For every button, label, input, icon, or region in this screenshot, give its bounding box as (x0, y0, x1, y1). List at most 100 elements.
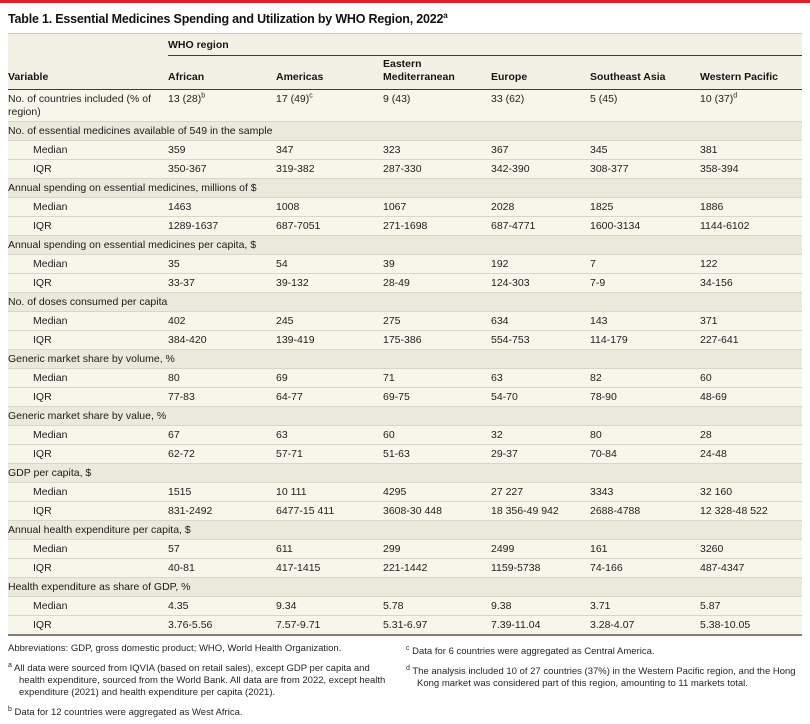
cell-value: 9.34 (276, 596, 383, 616)
row-label: Median (8, 311, 168, 331)
table-row: IQR 831-2492 6477-15 411 3608-30 448 18 356-… (8, 501, 803, 521)
table-row: IQR 350-367 319-382 287-330 342-390 308-377 35… (8, 159, 803, 179)
table-row: Median 57 611 299 2499 161 3260 (8, 539, 803, 559)
section-row: GDP per capita, $ (8, 463, 803, 483)
cell-value: 24-48 (700, 444, 803, 464)
column-header-southeast-asia: Southeast Asia (590, 55, 700, 91)
spanner-corner-cell (8, 34, 168, 56)
section-row: Generic market share by volume, % (8, 349, 803, 369)
cell-value: 32 160 (700, 482, 803, 502)
cell-value: 2499 (491, 539, 590, 559)
table-row: IQR 1289-1637 687-7051 271-1698 687-4771 1600… (8, 216, 803, 236)
cell-value: 634 (491, 311, 590, 331)
cell-value: 67 (168, 425, 276, 445)
cell-value: 1600-3134 (590, 216, 700, 236)
footnote-marker: b (201, 92, 206, 100)
row-label: Median (8, 140, 168, 160)
cell-value: 60 (700, 368, 803, 388)
section-label: Annual spending on essential medicines, … (8, 178, 803, 198)
table-body: No. of countries included (% of region) 1… (8, 89, 803, 635)
row-label: Median (8, 482, 168, 502)
footnote-list-left: a All data were sourced from IQVIA (base… (8, 660, 388, 719)
section-row: Annual spending on essential medicines, … (8, 178, 803, 198)
cell-value: 5.78 (383, 596, 491, 616)
cell-value: 323 (383, 140, 491, 160)
cell-value: 80 (590, 425, 700, 445)
row-label: Median (8, 197, 168, 217)
footnote-marker: b (8, 706, 12, 714)
cell-value: 51-63 (383, 444, 491, 464)
cell-value: 54 (276, 254, 383, 274)
section-label: Health expenditure as share of GDP, % (8, 577, 803, 597)
cell-value: 345 (590, 140, 700, 160)
column-header-europe: Europe (491, 55, 590, 91)
cell-value: 1144-6102 (700, 216, 803, 236)
cell-value: 245 (276, 311, 383, 331)
cell-value: 57 (168, 539, 276, 559)
cell-value: 554-753 (491, 330, 590, 350)
cell-value: 359 (168, 140, 276, 160)
section-label: No. of doses consumed per capita (8, 292, 803, 312)
footnote-d: d The analysis included 10 of 27 countri… (406, 665, 796, 690)
cell-value: 39 (383, 254, 491, 274)
cell-value: 33-37 (168, 273, 276, 293)
abbreviations-note: Abbreviations: GDP, gross domestic produ… (8, 643, 342, 655)
footnote-marker: d (733, 92, 738, 100)
cell-value: 831-2492 (168, 501, 276, 521)
table-title: Table 1. Essential Medicines Spending an… (8, 11, 448, 26)
cell-value: 9.38 (491, 596, 590, 616)
table-row: Median 4.35 9.34 5.78 9.38 3.71 5.87 (8, 596, 803, 616)
cell-value: 143 (590, 311, 700, 331)
row-label: IQR (8, 330, 168, 350)
cell-value: 35 (168, 254, 276, 274)
cell-value: 4295 (383, 482, 491, 502)
cell-value: 78-90 (590, 387, 700, 407)
table-title-block: Table 1. Essential Medicines Spending an… (8, 9, 802, 28)
cell-value: 71 (383, 368, 491, 388)
cell-value: 1463 (168, 197, 276, 217)
row-label: Median (8, 596, 168, 616)
cell-value: 74-166 (590, 558, 700, 578)
table-row: Median 402 245 275 634 143 371 (8, 311, 803, 331)
row-label: IQR (8, 615, 168, 635)
cell-value: 70-84 (590, 444, 700, 464)
footnote-a: a All data were sourced from IQVIA (base… (8, 662, 386, 699)
table-row: IQR 62-72 57-71 51-63 29-37 70-84 24-48 (8, 444, 803, 464)
row-label: No. of countries included (% of region) (8, 89, 168, 122)
row-label: Median (8, 539, 168, 559)
cell-value: 384-420 (168, 330, 276, 350)
footnote-marker: a (8, 662, 12, 670)
cell-value: 139-419 (276, 330, 383, 350)
section-label: Generic market share by volume, % (8, 349, 803, 369)
cell-value: 64-77 (276, 387, 383, 407)
table-row: Median 359 347 323 367 345 381 (8, 140, 803, 160)
title-divider (8, 33, 802, 35)
cell-value: 4.35 (168, 596, 276, 616)
cell-value: 3.71 (590, 596, 700, 616)
cell-value: 69-75 (383, 387, 491, 407)
cell-value: 1515 (168, 482, 276, 502)
section-label: Annual spending on essential medicines p… (8, 235, 803, 255)
cell-value: 287-330 (383, 159, 491, 179)
table-row: IQR 40-81 417-1415 221-1442 1159-5738 74-166 4… (8, 558, 803, 578)
cell-value: 3.76-5.56 (168, 615, 276, 635)
cell-value: 2688-4788 (590, 501, 700, 521)
cell-value: 371 (700, 311, 803, 331)
cell-value: 221-1442 (383, 558, 491, 578)
cell-value: 3343 (590, 482, 700, 502)
footnote-list-right: c Data for 6 countries were aggregated a… (406, 643, 802, 690)
row-label: IQR (8, 558, 168, 578)
cell-value: 69 (276, 368, 383, 388)
essential-medicines-table: WHO region Variable African Americas Easte… (8, 34, 803, 635)
cell-value: 3608-30 448 (383, 501, 491, 521)
cell-value: 40-81 (168, 558, 276, 578)
cell-value: 5 (45) (590, 89, 700, 122)
cell-value: 367 (491, 140, 590, 160)
section-label: GDP per capita, $ (8, 463, 803, 483)
column-header-eastern-mediterranean: Eastern Mediterranean (383, 55, 491, 91)
cell-value: 39-132 (276, 273, 383, 293)
cell-value: 1289-1637 (168, 216, 276, 236)
footnote-c: c Data for 6 countries were aggregated a… (406, 645, 655, 658)
cell-value: 1067 (383, 197, 491, 217)
cell-value: 34-156 (700, 273, 803, 293)
